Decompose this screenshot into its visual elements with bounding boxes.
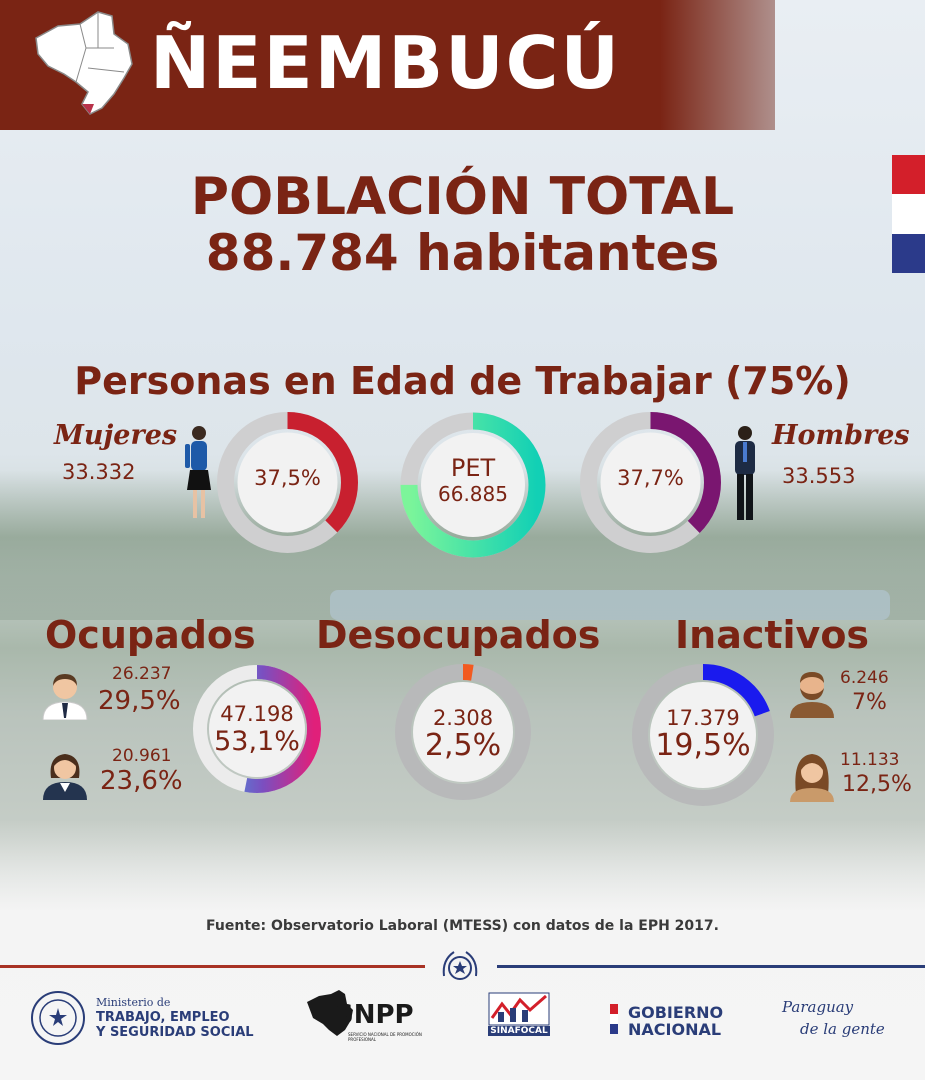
long-hair-woman-avatar-icon <box>790 754 834 802</box>
gobierno-line1: GOBIERNO <box>628 1003 724 1022</box>
inactivos-donut-center <box>650 682 756 788</box>
hombres-label: Hombres <box>772 420 910 451</box>
inactivos-men-count: 6.246 <box>840 668 889 688</box>
gobierno-flag-bar <box>610 1004 618 1034</box>
desocupados-title: Desocupados <box>316 613 601 657</box>
page-title: ÑEEMBUCÚ <box>150 21 621 105</box>
ocupados-women-percent: 23,6% <box>100 766 183 796</box>
gobierno-flag-red <box>610 1004 618 1014</box>
hombres-donut: 37,7% <box>578 410 723 555</box>
inactivos-women-count: 11.133 <box>840 750 900 770</box>
pet-donut: PET 66.885 <box>398 410 548 560</box>
sinafocal-name: SINAFOCAL <box>488 1026 550 1036</box>
ocupados-donut-center <box>209 681 305 777</box>
flag-red-stripe <box>892 155 925 195</box>
woman-figure-icon <box>185 426 211 518</box>
pet-donut-arc <box>400 412 546 558</box>
ocupados-donut-arc <box>193 665 321 793</box>
gobierno-flag-white <box>610 1014 618 1024</box>
woman-avatar-icon <box>43 754 87 800</box>
sinafocal-logo-icon <box>488 992 550 1026</box>
mujeres-donut: 37,5% <box>215 410 360 555</box>
ocupados-title: Ocupados <box>45 613 256 657</box>
flag-blue-stripe <box>892 233 925 273</box>
background-fade <box>0 820 925 1080</box>
flag-white-stripe <box>892 194 925 234</box>
ministry-seal-icon <box>31 991 85 1045</box>
ocupados-total-percent: 53,1% <box>214 726 300 757</box>
paraguay-map-icon <box>35 11 133 115</box>
ocupados-total-count: 47.198 <box>220 702 294 726</box>
ministry-line1: Ministerio de <box>96 996 171 1009</box>
hombres-percent: 37,7% <box>617 466 684 490</box>
bearded-man-avatar-icon <box>790 672 834 718</box>
mujeres-percent: 37,5% <box>254 466 321 490</box>
pet-label: PET <box>450 454 496 482</box>
total-population-title: POBLACIÓN TOTAL <box>190 167 735 227</box>
desocupados-donut: 2.308 2,5% <box>393 662 533 802</box>
ocupados-men-count: 26.237 <box>112 664 172 684</box>
ministry-line2: TRABAJO, EMPLEO <box>96 1010 230 1025</box>
lema-line2: de la gente <box>800 1020 885 1038</box>
mujeres-label: Mujeres <box>54 420 178 451</box>
snpp-subtitle: SERVICIO NACIONAL DE PROMOCIÓN PROFESION… <box>348 1032 422 1042</box>
inactivos-title: Inactivos <box>675 613 870 657</box>
inactivos-donut: 17.379 19,5% <box>630 662 776 808</box>
inactivos-women-percent: 12,5% <box>842 772 912 797</box>
inactivos-percent: 19,5% <box>655 728 751 763</box>
header-banner: ÑEEMBUCÚ <box>0 0 775 130</box>
hombres-donut-center <box>600 432 701 533</box>
national-seal-icon <box>442 951 478 980</box>
mujeres-count: 33.332 <box>62 460 136 484</box>
inactivos-men-percent: 7% <box>852 690 887 715</box>
desocupados-donut-center <box>413 682 513 782</box>
total-population-value: 88.784 habitantes <box>205 224 720 282</box>
ocupados-men-percent: 29,5% <box>98 686 181 716</box>
pet-count: 66.885 <box>438 482 508 506</box>
desocupados-percent: 2,5% <box>424 728 502 763</box>
mujeres-donut-arc <box>217 412 358 553</box>
ministry-line3: Y SEGURIDAD SOCIAL <box>96 1025 254 1040</box>
source-note: Fuente: Observatorio Laboral (MTESS) con… <box>206 918 719 934</box>
hombres-donut-arc <box>580 412 721 553</box>
pet-donut-center <box>421 433 525 537</box>
lema-line1: Paraguay <box>782 998 854 1016</box>
snpp-name: SNPP <box>335 1000 414 1030</box>
desocupados-count: 2.308 <box>432 706 494 730</box>
pet-section-title: Personas en Edad de Trabajar (75%) <box>74 359 851 403</box>
gobierno-line2: NACIONAL <box>628 1020 722 1039</box>
gobierno-flag-blue <box>610 1024 618 1034</box>
ocupados-donut: 47.198 53,1% <box>192 664 322 794</box>
inactivos-count: 17.379 <box>666 706 740 730</box>
ocupados-women-count: 20.961 <box>112 746 172 766</box>
footer-rule-right <box>497 965 925 968</box>
mujeres-donut-center <box>237 432 338 533</box>
man-figure-icon <box>735 426 755 520</box>
man-avatar-icon <box>42 674 88 720</box>
header-shade <box>660 0 775 130</box>
background-lake <box>330 590 890 620</box>
hombres-count: 33.553 <box>782 464 856 488</box>
desocupados-donut-arc <box>395 664 531 800</box>
snpp-map-logo-icon <box>307 990 353 1036</box>
paraguay-flag <box>892 155 925 273</box>
inactivos-donut-arc <box>632 664 774 806</box>
footer-rule-left <box>0 965 425 968</box>
